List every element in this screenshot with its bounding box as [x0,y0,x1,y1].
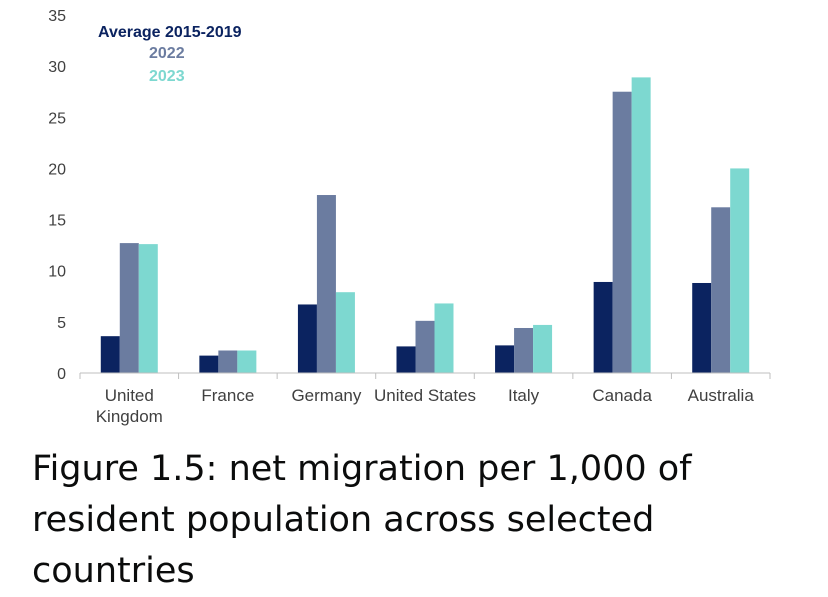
bar [692,282,712,373]
legend-entry: 2023 [149,68,185,85]
bar [593,281,613,373]
bar [119,243,139,373]
category-labels: United Kingdom France Germany United States I… [96,386,755,426]
figure-caption: Figure 1.5: net migration per 1,000 of r… [32,449,692,591]
legend-entry: Average 2015-2019 [98,24,242,41]
y-axis-ticks: 0 5 10 15 20 25 30 35 [48,8,66,383]
category-label: United [105,386,154,405]
bar [138,244,158,373]
bar [199,355,219,373]
bar [730,168,750,373]
category-label: Australia [688,386,755,405]
net-migration-bar-chart: 0 5 10 15 20 25 30 35 United Kingdom France German… [48,8,771,426]
bar [335,292,355,373]
bar [612,91,632,373]
y-tick-label: 35 [48,8,66,25]
bar [218,350,238,373]
y-tick-label: 0 [57,366,66,383]
bar [237,350,257,373]
category-label: Italy [508,386,540,405]
bar [631,77,651,373]
bar [415,320,435,373]
legend-entry: 2022 [149,45,185,62]
bar [434,303,454,373]
y-tick-label: 15 [48,213,66,230]
bar [514,327,534,373]
y-tick-label: 30 [48,59,66,76]
bar [533,324,553,373]
bars [100,77,750,373]
legend: Average 2015-2019 2022 2023 [98,24,242,85]
bar [316,195,336,373]
y-tick-label: 25 [48,110,66,127]
bar [711,207,731,373]
x-axis-ticks [79,373,771,379]
y-tick-label: 10 [48,264,66,281]
bar [495,345,515,373]
y-tick-label: 20 [48,161,66,178]
bar [297,304,317,373]
category-label: United States [374,386,476,405]
bar [100,336,120,373]
y-tick-label: 5 [57,315,66,332]
category-label: Kingdom [96,407,163,426]
bar [396,346,416,373]
category-label: Canada [592,386,652,405]
category-label: Germany [291,386,361,405]
category-label: France [201,386,254,405]
